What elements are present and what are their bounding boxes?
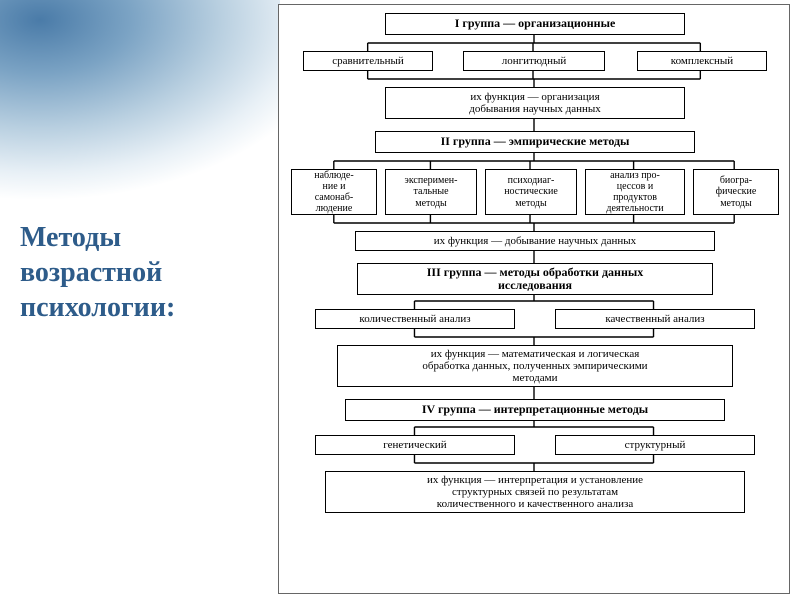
- background-gradient: [0, 0, 280, 200]
- flowchart-node-g2a: наблюде-ние исамонаб-людение: [291, 169, 377, 215]
- flowchart-node-g1f: их функция — организациядобывания научны…: [385, 87, 685, 119]
- side-title-line: возрастной: [20, 255, 260, 290]
- flowchart-node-g2d: анализ про-цессов ипродуктовдеятельности: [585, 169, 685, 215]
- flowchart-node-g4a: генетический: [315, 435, 515, 455]
- flowchart-node-g3a: количественный анализ: [315, 309, 515, 329]
- flowchart-node-g4: IV группа — интерпретационные методы: [345, 399, 725, 421]
- flowchart-node-g3f: их функция — математическая и логическая…: [337, 345, 733, 387]
- flowchart-node-g3: III группа — методы обработки данныхиссл…: [357, 263, 713, 295]
- flowchart-node-g2e: биогра-фическиеметоды: [693, 169, 779, 215]
- flowchart-node-g4b: структурный: [555, 435, 755, 455]
- flowchart-node-g1c: комплексный: [637, 51, 767, 71]
- flowchart-node-g4f: их функция — интерпретация и установлени…: [325, 471, 745, 513]
- flowchart-node-g2f: их функция — добывание научных данных: [355, 231, 715, 251]
- flowchart-node-g1: I группа — организационные: [385, 13, 685, 35]
- side-title-line: психологии:: [20, 290, 260, 325]
- side-title: Методы возрастной психологии:: [20, 220, 260, 325]
- flowchart-node-g2: II группа — эмпирические методы: [375, 131, 695, 153]
- flowchart-node-g1a: сравнительный: [303, 51, 433, 71]
- flowchart: I группа — организационные сравнительный л…: [285, 13, 783, 589]
- flowchart-node-g1b: лонгитюдный: [463, 51, 605, 71]
- flowchart-node-g2b: эксперимен-тальныеметоды: [385, 169, 477, 215]
- diagram-panel: I группа — организационные сравнительный л…: [278, 4, 790, 594]
- flowchart-node-g2c: психодиаг-ностическиеметоды: [485, 169, 577, 215]
- side-title-line: Методы: [20, 220, 260, 255]
- flowchart-node-g3b: качественный анализ: [555, 309, 755, 329]
